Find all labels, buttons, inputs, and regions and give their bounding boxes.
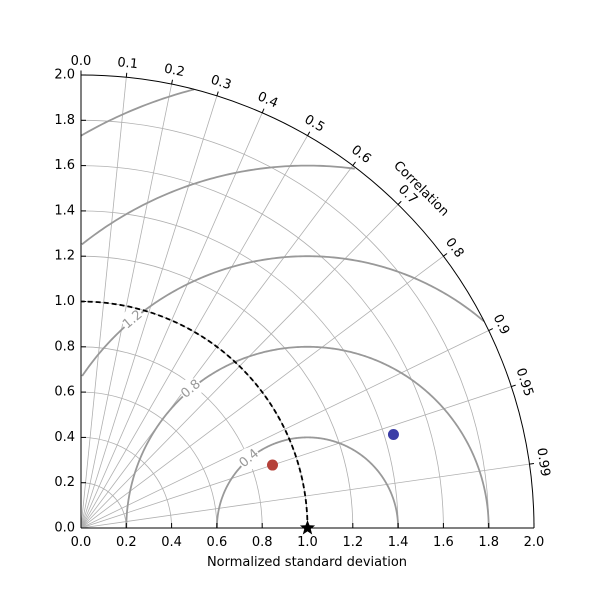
correlation-tick xyxy=(443,253,448,257)
x-tick-label: 2.0 xyxy=(524,535,545,550)
rms-contour xyxy=(81,164,355,246)
correlation-grid-line xyxy=(80,386,512,529)
correlation-tick-label: 0.5 xyxy=(302,112,327,135)
x-tick-label: 0.8 xyxy=(252,535,273,550)
correlation-grid-line xyxy=(80,84,172,529)
correlation-tick xyxy=(216,91,219,97)
y-tick-label: 1.0 xyxy=(54,294,75,309)
grid-arc xyxy=(80,119,490,529)
grid-layer xyxy=(80,77,530,529)
y-tick-label: 2.0 xyxy=(54,68,75,83)
rms-contour xyxy=(80,88,195,137)
data-point xyxy=(387,428,399,440)
correlation-tick xyxy=(397,200,402,205)
y-tick-label: 0.8 xyxy=(54,339,75,354)
correlation-tick-label: 0.4 xyxy=(255,89,280,111)
grid-arc xyxy=(80,210,399,529)
correlation-tick xyxy=(261,108,265,114)
y-tick-label: 0.6 xyxy=(54,385,75,400)
correlation-tick-label: 0.6 xyxy=(348,143,374,167)
correlation-tick-label: 0.9 xyxy=(490,312,513,337)
y-tick-label: 1.6 xyxy=(54,158,75,173)
grid-arc xyxy=(80,346,263,529)
correlation-tick xyxy=(488,328,493,331)
y-tick-label: 0.2 xyxy=(54,475,75,490)
correlation-tick xyxy=(511,384,516,388)
data-points xyxy=(267,428,399,535)
correlation-grid-line xyxy=(80,330,489,529)
correlation-tick-label: 0.8 xyxy=(442,235,466,261)
rms-contour xyxy=(125,345,490,529)
correlation-tick-label: 0.0 xyxy=(71,54,92,69)
y-tick-label: 1.4 xyxy=(54,203,75,218)
correlation-tick xyxy=(307,131,311,136)
y-tick-label: 0.0 xyxy=(54,521,75,536)
y-tick-label: 0.4 xyxy=(54,430,75,445)
x-tick-label: 0.0 xyxy=(71,535,92,550)
x-tick-label: 0.6 xyxy=(207,535,228,550)
x-tick-label: 1.8 xyxy=(478,535,499,550)
y-tick-label: 1.2 xyxy=(54,249,75,264)
correlation-tick xyxy=(352,161,356,166)
grid-arc xyxy=(80,482,127,529)
correlation-tick-label: 0.99 xyxy=(533,447,552,478)
grid-arc xyxy=(80,165,444,529)
x-tick-label: 0.4 xyxy=(161,535,182,550)
reference-std-arc xyxy=(80,300,309,529)
correlation-tick-label: 0.95 xyxy=(513,366,536,398)
correlation-tick-label: 0.3 xyxy=(209,73,233,94)
outer-arc xyxy=(80,74,535,529)
rms-contour-label-gap xyxy=(121,308,144,331)
data-point xyxy=(267,459,279,471)
grid-arc xyxy=(80,391,218,529)
x-axis-label: Normalized standard deviation xyxy=(207,555,407,570)
reference-star xyxy=(299,520,316,535)
x-tick-label: 0.2 xyxy=(116,535,137,550)
rms-contour-label-gap xyxy=(180,378,203,401)
axis-frame xyxy=(80,70,535,529)
y-tick-label: 1.8 xyxy=(54,113,75,128)
correlation-tick xyxy=(171,79,173,85)
x-tick-label: 1.0 xyxy=(297,535,318,550)
correlation-grid-line xyxy=(80,135,308,529)
x-tick-label: 1.6 xyxy=(433,535,454,550)
correlation-grid-line xyxy=(80,95,218,529)
grid-arc xyxy=(80,255,354,529)
correlation-tick xyxy=(529,462,535,465)
correlation-tick-label: 0.1 xyxy=(117,55,139,72)
x-tick-label: 1.4 xyxy=(388,535,409,550)
rms-contour xyxy=(216,436,399,528)
correlation-tick-label: 0.2 xyxy=(163,61,186,80)
rms-contour-label-gap xyxy=(238,447,261,470)
x-tick-label: 1.2 xyxy=(342,535,363,550)
correlation-grid-line xyxy=(80,112,263,529)
rms-contour-layer: 0.40.81.21.62.0 xyxy=(80,88,490,529)
